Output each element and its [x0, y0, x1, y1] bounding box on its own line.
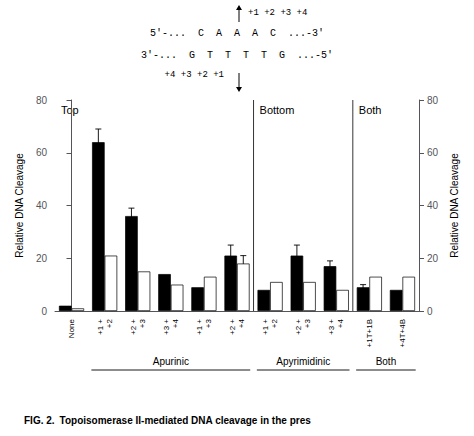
svg-text:20: 20 — [36, 253, 48, 264]
svg-text:+2 +: +2 + — [294, 319, 303, 335]
svg-text:+2: +2 — [105, 318, 114, 328]
svg-text:+4: +4 — [171, 318, 180, 328]
svg-text:+4T+4B: +4T+4B — [398, 319, 407, 347]
svg-text:+2 +: +2 + — [129, 319, 138, 335]
svg-text:+4 +3 +2 +1: +4 +3 +2 +1 — [165, 70, 224, 80]
svg-text:+2 +: +2 + — [228, 319, 237, 335]
svg-text:FIG. 2. Topoisomerase II-media: FIG. 2. Topoisomerase II-mediated DNA cl… — [24, 415, 311, 426]
svg-text:60: 60 — [427, 147, 439, 158]
svg-text:Both: Both — [376, 356, 397, 367]
svg-text:+1 +: +1 + — [195, 319, 204, 335]
svg-text:+3 +: +3 + — [162, 319, 171, 335]
svg-text:+3: +3 — [204, 318, 213, 328]
svg-text:+1 +2 +3 +4: +1 +2 +3 +4 — [248, 8, 307, 18]
svg-text:Apyrimidinic: Apyrimidinic — [276, 356, 330, 367]
svg-text:20: 20 — [427, 253, 439, 264]
svg-text:+1 +: +1 + — [96, 319, 105, 335]
svg-text:+4: +4 — [336, 318, 345, 328]
svg-text:Both: Both — [359, 104, 382, 116]
svg-text:80: 80 — [36, 95, 48, 106]
svg-text:80: 80 — [427, 95, 439, 106]
svg-text:+3: +3 — [303, 318, 312, 328]
svg-text:+3 +: +3 + — [327, 319, 336, 335]
svg-text:5'-... C A A A C ...-3': 5'-... C A A A C ...-3' — [150, 28, 324, 39]
svg-text:+3: +3 — [138, 318, 147, 328]
svg-text:+4: +4 — [237, 318, 246, 328]
svg-text:None: None — [67, 318, 76, 338]
svg-text:40: 40 — [427, 200, 439, 211]
svg-text:Relative DNA Cleavage: Relative DNA Cleavage — [14, 153, 25, 258]
svg-text:Bottom: Bottom — [260, 104, 295, 116]
svg-text:60: 60 — [36, 147, 48, 158]
svg-text:40: 40 — [36, 200, 48, 211]
svg-text:0: 0 — [41, 306, 47, 317]
svg-text:3'-... G T T T T G ...-: 3'-... G T T T T G ...-5' — [141, 50, 333, 61]
svg-text:Relative DNA Cleavage: Relative DNA Cleavage — [449, 153, 460, 258]
svg-text:0: 0 — [427, 306, 433, 317]
svg-text:Top: Top — [61, 104, 79, 116]
svg-text:+1T+1B: +1T+1B — [365, 319, 374, 347]
svg-text:+1 +: +1 + — [261, 319, 270, 335]
svg-text:Apurinic: Apurinic — [153, 356, 189, 367]
svg-text:+2: +2 — [270, 318, 279, 328]
